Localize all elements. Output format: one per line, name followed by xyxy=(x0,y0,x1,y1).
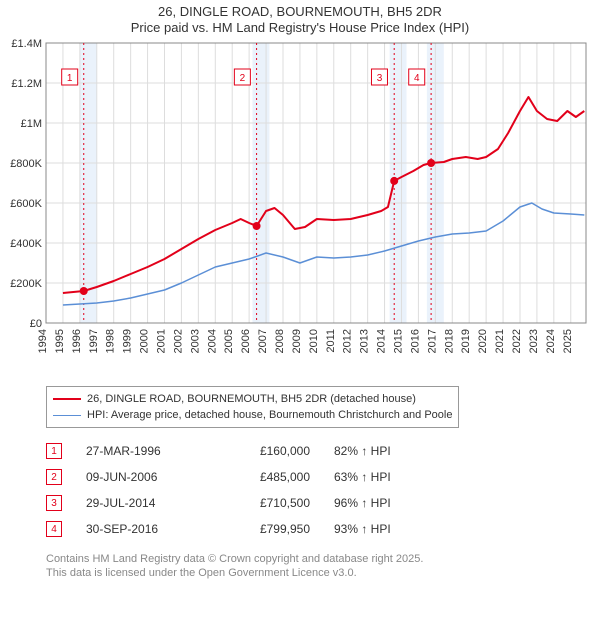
svg-text:1995: 1995 xyxy=(54,329,66,353)
event-date: 29-JUL-2014 xyxy=(86,496,196,510)
event-pct-vs-hpi: 63% ↑ HPI xyxy=(334,470,434,484)
price-event-row: 2 09-JUN-2006 £485,000 63% ↑ HPI xyxy=(46,464,600,490)
event-marker-box: 3 xyxy=(46,495,62,511)
svg-text:1996: 1996 xyxy=(71,329,83,353)
svg-text:£400K: £400K xyxy=(10,238,42,250)
svg-text:2021: 2021 xyxy=(494,329,506,353)
svg-text:2012: 2012 xyxy=(342,329,354,353)
svg-text:1999: 1999 xyxy=(122,329,134,353)
svg-text:2023: 2023 xyxy=(528,329,540,353)
svg-text:£1.2M: £1.2M xyxy=(11,78,42,90)
svg-text:2005: 2005 xyxy=(223,329,235,353)
svg-text:2022: 2022 xyxy=(511,329,523,353)
svg-text:£200K: £200K xyxy=(10,278,42,290)
attribution-footer: Contains HM Land Registry data © Crown c… xyxy=(46,552,600,586)
svg-text:2007: 2007 xyxy=(257,329,269,353)
svg-text:2001: 2001 xyxy=(155,329,167,353)
event-price: £160,000 xyxy=(220,444,310,458)
svg-text:2015: 2015 xyxy=(392,329,404,353)
event-price: £710,500 xyxy=(220,496,310,510)
chart-titles: 26, DINGLE ROAD, BOURNEMOUTH, BH5 2DR Pr… xyxy=(0,0,600,35)
svg-text:£1M: £1M xyxy=(21,118,42,130)
svg-text:2025: 2025 xyxy=(562,329,574,353)
title-line-2: Price paid vs. HM Land Registry's House … xyxy=(0,20,600,35)
event-price: £485,000 xyxy=(220,470,310,484)
svg-text:2020: 2020 xyxy=(477,329,489,353)
svg-text:2002: 2002 xyxy=(172,329,184,353)
price-events-table: 1 27-MAR-1996 £160,000 82% ↑ HPI 2 09-JUN-200… xyxy=(46,438,600,542)
legend-item: HPI: Average price, detached house, Bour… xyxy=(53,407,452,423)
svg-text:2013: 2013 xyxy=(359,329,371,353)
svg-text:2017: 2017 xyxy=(426,329,438,353)
svg-text:2011: 2011 xyxy=(325,329,337,353)
event-marker-box: 4 xyxy=(46,521,62,537)
chart-legend: 26, DINGLE ROAD, BOURNEMOUTH, BH5 2DR (d… xyxy=(46,386,459,428)
event-pct-vs-hpi: 93% ↑ HPI xyxy=(334,522,434,536)
line-chart-svg: £0 £200K £400K £600K £800K £1M £1.2M £1.4M 1994 1… xyxy=(0,35,600,375)
svg-text:2014: 2014 xyxy=(376,329,388,353)
event-pct-vs-hpi: 96% ↑ HPI xyxy=(334,496,434,510)
svg-text:2003: 2003 xyxy=(189,329,201,353)
event-price: £799,950 xyxy=(220,522,310,536)
svg-text:1994: 1994 xyxy=(37,329,49,353)
svg-text:2018: 2018 xyxy=(443,329,455,353)
svg-text:2024: 2024 xyxy=(545,329,557,353)
event-pct-vs-hpi: 82% ↑ HPI xyxy=(334,444,434,458)
event-marker-box: 1 xyxy=(46,443,62,459)
event-date: 30-SEP-2016 xyxy=(86,522,196,536)
svg-text:2010: 2010 xyxy=(308,329,320,353)
svg-text:£0: £0 xyxy=(30,318,42,330)
legend-line-swatch xyxy=(53,415,81,416)
footer-line-2: This data is licensed under the Open Gov… xyxy=(46,566,600,580)
event-marker-box: 2 xyxy=(46,469,62,485)
svg-text:2006: 2006 xyxy=(240,329,252,353)
legend-item: 26, DINGLE ROAD, BOURNEMOUTH, BH5 2DR (d… xyxy=(53,391,452,407)
price-event-row: 3 29-JUL-2014 £710,500 96% ↑ HPI xyxy=(46,490,600,516)
svg-text:1997: 1997 xyxy=(88,329,100,353)
legend-label: HPI: Average price, detached house, Bour… xyxy=(87,407,452,423)
chart-area: £0 £200K £400K £600K £800K £1M £1.2M £1.4M 1994 1… xyxy=(0,35,600,380)
svg-text:3: 3 xyxy=(377,73,383,84)
title-line-1: 26, DINGLE ROAD, BOURNEMOUTH, BH5 2DR xyxy=(0,4,600,19)
svg-text:2: 2 xyxy=(240,73,246,84)
svg-text:2000: 2000 xyxy=(139,329,151,353)
legend-label: 26, DINGLE ROAD, BOURNEMOUTH, BH5 2DR (d… xyxy=(87,391,416,407)
legend-line-swatch xyxy=(53,398,81,400)
footer-line-1: Contains HM Land Registry data © Crown c… xyxy=(46,552,600,566)
svg-text:1: 1 xyxy=(67,73,73,84)
svg-text:2008: 2008 xyxy=(274,329,286,353)
svg-text:1998: 1998 xyxy=(105,329,117,353)
svg-text:£600K: £600K xyxy=(10,198,42,210)
event-date: 09-JUN-2006 xyxy=(86,470,196,484)
svg-text:4: 4 xyxy=(414,73,420,84)
svg-text:£1.4M: £1.4M xyxy=(11,38,42,50)
svg-text:2019: 2019 xyxy=(460,329,472,353)
svg-text:2009: 2009 xyxy=(291,329,303,353)
event-date: 27-MAR-1996 xyxy=(86,444,196,458)
svg-text:£800K: £800K xyxy=(10,158,42,170)
svg-text:2004: 2004 xyxy=(206,329,218,353)
svg-text:2016: 2016 xyxy=(409,329,421,353)
page-root: 26, DINGLE ROAD, BOURNEMOUTH, BH5 2DR Pr… xyxy=(0,0,600,586)
price-event-row: 4 30-SEP-2016 £799,950 93% ↑ HPI xyxy=(46,516,600,542)
price-event-row: 1 27-MAR-1996 £160,000 82% ↑ HPI xyxy=(46,438,600,464)
